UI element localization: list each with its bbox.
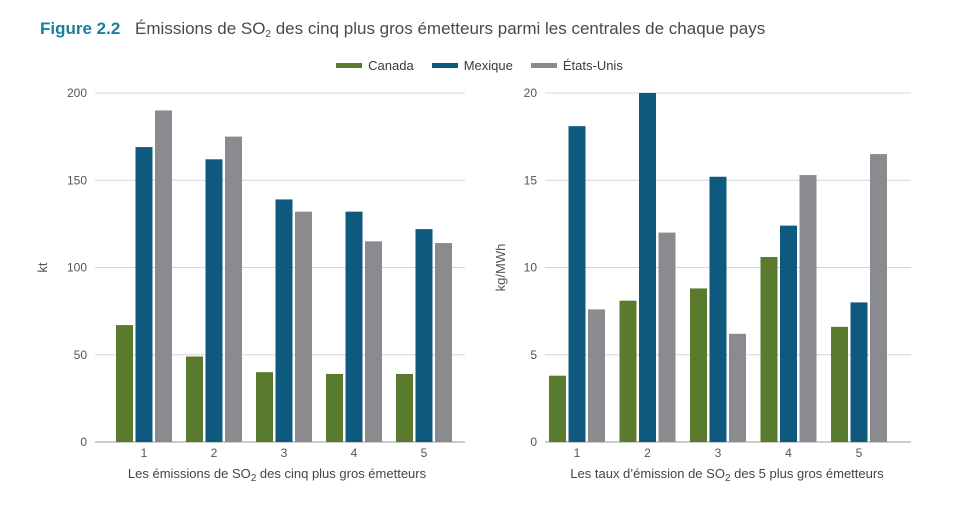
chart-2-bar-canada-2 — [619, 300, 637, 442]
chart-1-bar-canada-5 — [396, 373, 413, 442]
chart-2-bar-canada-5 — [831, 326, 848, 442]
figure-title: Figure 2.2 Émissions de SO2 des cinq plu… — [40, 19, 765, 40]
chart-1-xtick-label: 4 — [351, 446, 358, 460]
chart-1-xtick-label: 1 — [141, 446, 148, 460]
chart-2-xtick-label: 1 — [574, 446, 581, 460]
legend-label-mexique: Mexique — [463, 58, 513, 73]
chart-1-bar-tatsunis-4 — [365, 241, 382, 442]
chart-1-ytick-label: 50 — [74, 348, 88, 362]
chart-1-bar-mexique-3 — [275, 199, 293, 442]
chart-2-xlabel: Les taux d’émission de SO2 des 5 plus gr… — [570, 466, 884, 484]
chart-1-bar-mexique-2 — [205, 159, 223, 442]
chart-1-ytick-label: 200 — [67, 86, 87, 100]
chart-2-ytick-label: 15 — [524, 173, 538, 187]
chart-1-bar-tatsunis-5 — [435, 243, 452, 442]
chart-2-bar-canada-3 — [690, 288, 707, 442]
legend-item-canada: Canada — [336, 58, 414, 73]
chart-2-bar-mexique-2 — [639, 93, 656, 442]
chart-2-xtick-label: 5 — [856, 446, 863, 460]
chart-2-bar-tatsunis-4 — [799, 175, 817, 442]
chart-2-bar-mexique-4 — [780, 225, 797, 442]
chart-2-xtick-label: 2 — [644, 446, 651, 460]
legend-label-canada: Canada — [368, 58, 414, 73]
chart-1-ytick-label: 100 — [67, 261, 87, 275]
chart-1-ylabel: kt — [35, 262, 50, 273]
chart-1-ytick-label: 0 — [80, 435, 87, 449]
chart-2-bar-tatsunis-2 — [658, 232, 676, 442]
chart-1-bar-tatsunis-2 — [225, 136, 242, 442]
chart-2-bar-mexique-3 — [709, 176, 727, 442]
legend-item-etats-unis: États-Unis — [530, 58, 623, 73]
legend-swatch-etats-unis — [530, 63, 557, 68]
legend: Canada Mexique États-Unis — [0, 58, 959, 73]
figure-label: Figure 2.2 — [40, 19, 121, 38]
figure-title-text: Émissions de SO2 des cinq plus gros émet… — [135, 19, 766, 40]
chart-1-ytick-label: 150 — [67, 173, 87, 187]
chart-1-xlabel: Les émissions de SO2 des cinq plus gros … — [127, 466, 427, 484]
chart-1-xtick-label: 2 — [211, 446, 218, 460]
chart-2-ytick-label: 5 — [530, 348, 537, 362]
chart-1-bar-canada-2 — [186, 356, 203, 442]
chart-1-bar-tatsunis-1 — [155, 110, 172, 442]
chart-2-ylabel: kg/MWh — [493, 244, 508, 292]
chart-2-ytick-label: 10 — [524, 261, 538, 275]
chart-2-bar-tatsunis-3 — [729, 333, 746, 442]
chart-2-bar-canada-4 — [760, 257, 778, 442]
chart-2-bar-mexique-1 — [568, 126, 586, 442]
chart-2-bar-mexique-5 — [850, 302, 868, 442]
chart-1-bar-mexique-1 — [135, 147, 153, 442]
legend-label-etats-unis: États-Unis — [562, 58, 623, 73]
chart-2-xtick-label: 3 — [715, 446, 722, 460]
chart-2-xtick-label: 4 — [785, 446, 792, 460]
chart-1-bar-mexique-4 — [345, 211, 363, 442]
chart-2-ytick-label: 20 — [524, 86, 538, 100]
chart-1-xtick-label: 3 — [281, 446, 288, 460]
chart-1-bar-canada-3 — [256, 372, 273, 442]
chart-1-bar-tatsunis-3 — [295, 211, 312, 442]
legend-item-mexique: Mexique — [431, 58, 513, 73]
legend-swatch-canada — [336, 63, 363, 68]
chart-2-ytick-label: 0 — [530, 435, 537, 449]
chart-2-bar-tatsunis-5 — [870, 154, 887, 442]
chart-1-bar-canada-1 — [116, 325, 133, 442]
chart-1-bar-canada-4 — [326, 373, 343, 442]
chart-1-xtick-label: 5 — [421, 446, 428, 460]
legend-swatch-mexique — [431, 63, 458, 68]
chart-1-bar-mexique-5 — [415, 229, 433, 442]
chart-2-bar-tatsunis-1 — [588, 309, 605, 442]
chart-2-bar-canada-1 — [549, 375, 566, 442]
